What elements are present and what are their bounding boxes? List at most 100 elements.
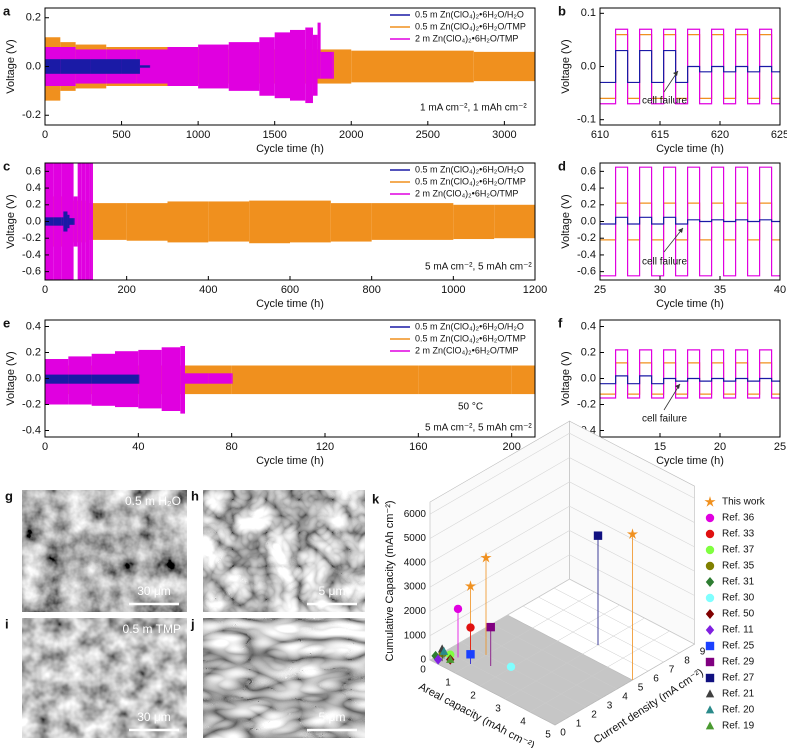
voltage-band (138, 374, 140, 384)
voltage-band (61, 217, 64, 226)
z-tick-label: 0 (420, 655, 426, 666)
legend-swatch (705, 721, 715, 730)
y-tick-label: -0.2 (577, 232, 596, 244)
legend-label: 2 m Zn(ClO₄)₂•6H₂O/TMP (415, 345, 518, 355)
plot-area (600, 166, 780, 277)
y-axis-title: Voltage (V) (560, 194, 572, 248)
scale-bar-label: 30 μm (137, 710, 171, 724)
scatter-point (433, 654, 443, 665)
sem-image (22, 618, 187, 738)
x-tick-label: 0 (42, 129, 48, 141)
y-tick-label: 0.0 (581, 60, 596, 72)
panel-letter: h (191, 488, 199, 503)
legend-label: Ref. 30 (722, 593, 755, 604)
legend-label: 0.5 m Zn(ClO₄)₂•6H₂O/H₂O (415, 321, 524, 331)
plot-area (600, 28, 780, 105)
x-tick-label: 800 (362, 284, 380, 296)
y-tick-label: 0.2 (26, 12, 41, 24)
x-tick-label: 20 (714, 441, 726, 453)
y-grid-line (429, 659, 556, 726)
y-tick-label: 0.0 (581, 215, 596, 227)
x-tick-label: 160 (409, 441, 427, 453)
y-tick-label: -0.4 (22, 424, 41, 436)
y-tick-label: 4 (622, 692, 628, 703)
plot-area (45, 346, 535, 414)
y-tick-label: 0.1 (581, 7, 596, 19)
y-tick-label: 0 (560, 728, 566, 739)
sem-image (22, 490, 187, 612)
voltage-band (305, 27, 313, 104)
legend-swatch (705, 545, 715, 555)
y-grid-line (538, 596, 664, 663)
y-tick-label: 0.0 (26, 372, 41, 384)
z-grid-line (429, 554, 695, 636)
voltage-band (473, 51, 535, 82)
voltage-band (161, 347, 181, 411)
x-tick-label: 80 (226, 441, 238, 453)
y-tick-label: 0.4 (581, 182, 596, 194)
y-tick-label: 9 (700, 647, 706, 658)
y-tick-label: 0.0 (581, 372, 596, 384)
legend-label: Ref. 37 (722, 545, 755, 556)
legend-label: Ref. 33 (722, 529, 755, 540)
legend-swatch (705, 641, 715, 651)
voltage-band (259, 37, 275, 96)
legend-label: This work (722, 497, 766, 508)
y-grid-line (553, 587, 680, 654)
panel-letter: c (3, 158, 10, 173)
voltage-band (371, 203, 413, 240)
x-tick-label: 0 (42, 441, 48, 453)
z-axis-title: Cumulative Capacity (mAh cm⁻²) (384, 500, 396, 661)
x-axis-title: Cycle time (h) (656, 298, 724, 310)
x-tick-label: 1500 (262, 129, 286, 141)
voltage-band (53, 217, 62, 226)
x-grid-line (504, 617, 645, 700)
x-tick-label: 600 (281, 284, 299, 296)
scale-bar-label: 5 μm (319, 584, 346, 598)
y-tick-label: 1 (576, 719, 582, 730)
voltage-band (126, 203, 168, 241)
z-grid-line (429, 457, 695, 539)
voltage-band (90, 59, 122, 74)
panel-letter: j (190, 616, 195, 631)
x-tick-label: 2000 (339, 129, 363, 141)
legend-label: 0.5 m Zn(ClO₄)₂•6H₂O/TMP (415, 333, 526, 343)
legend-label: Ref. 35 (722, 561, 755, 572)
voltage-line (600, 216, 780, 225)
scatter-point (626, 528, 639, 539)
voltage-band (139, 65, 150, 68)
plot-area (45, 22, 535, 104)
x-grid-line (529, 630, 670, 713)
voltage-band (231, 373, 233, 384)
y-axis-title: Voltage (V) (560, 351, 572, 405)
legend-swatch (705, 513, 715, 523)
x-tick-label: 1000 (186, 129, 210, 141)
y-tick-label: 2 (591, 710, 597, 721)
x-tick-label: 615 (651, 129, 669, 141)
y-tick-label: -0.2 (22, 232, 41, 244)
legend-swatch (705, 705, 715, 714)
voltage-band (412, 203, 454, 240)
legend-swatch (705, 673, 715, 683)
voltage-band (67, 214, 70, 229)
y-grid-line (476, 632, 602, 699)
y-grid-line (460, 641, 587, 708)
z-tick-label: 4000 (404, 557, 427, 568)
voltage-band (85, 163, 90, 280)
annotation-arrow (663, 383, 681, 411)
x-tick-label: 25 (774, 441, 786, 453)
legend-swatch (705, 576, 715, 588)
legend-label: 0.5 m Zn(ClO₄)₂•6H₂O/H₂O (415, 9, 524, 19)
annotation: cell failure (642, 257, 687, 268)
voltage-band (115, 374, 139, 384)
z-tick-label: 1000 (404, 630, 427, 641)
voltage-band (149, 65, 151, 68)
x-grid-line (479, 604, 620, 687)
y-tick-label: 0.2 (581, 346, 596, 358)
panel-letter: f (558, 315, 563, 330)
annotation: cell failure (642, 414, 687, 425)
x-tick-label: 200 (502, 441, 520, 453)
scatter-point (453, 604, 463, 614)
voltage-band (68, 374, 92, 384)
